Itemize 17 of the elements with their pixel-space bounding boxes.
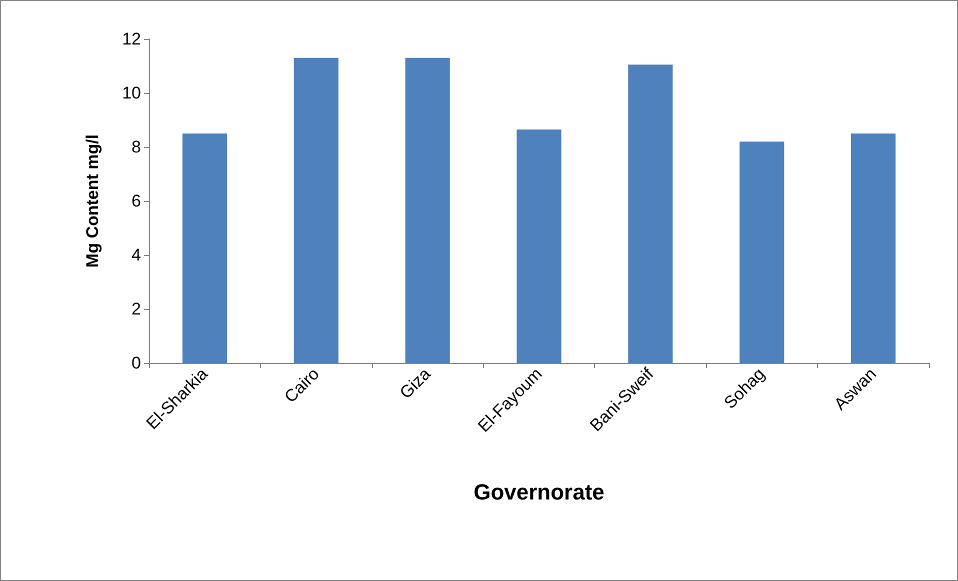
y-tick-label: 10 — [122, 84, 141, 102]
y-tick-label: 12 — [122, 30, 141, 48]
bar — [182, 134, 227, 363]
y-tick-label: 4 — [132, 246, 141, 264]
bar — [740, 142, 784, 363]
y-tick-label: 6 — [132, 192, 141, 210]
y-tick-label: 2 — [132, 300, 141, 318]
x-axis-title: Governorate — [474, 480, 604, 504]
bar — [405, 58, 450, 363]
bar — [851, 134, 896, 363]
bar — [294, 58, 338, 363]
y-tick-label: 8 — [132, 138, 141, 156]
x-tick-label: Giza — [396, 364, 435, 402]
bar — [628, 64, 673, 363]
bar — [516, 129, 562, 363]
y-tick-label: 0 — [132, 354, 141, 372]
y-axis-title: Mg Content mg/l — [83, 134, 102, 268]
